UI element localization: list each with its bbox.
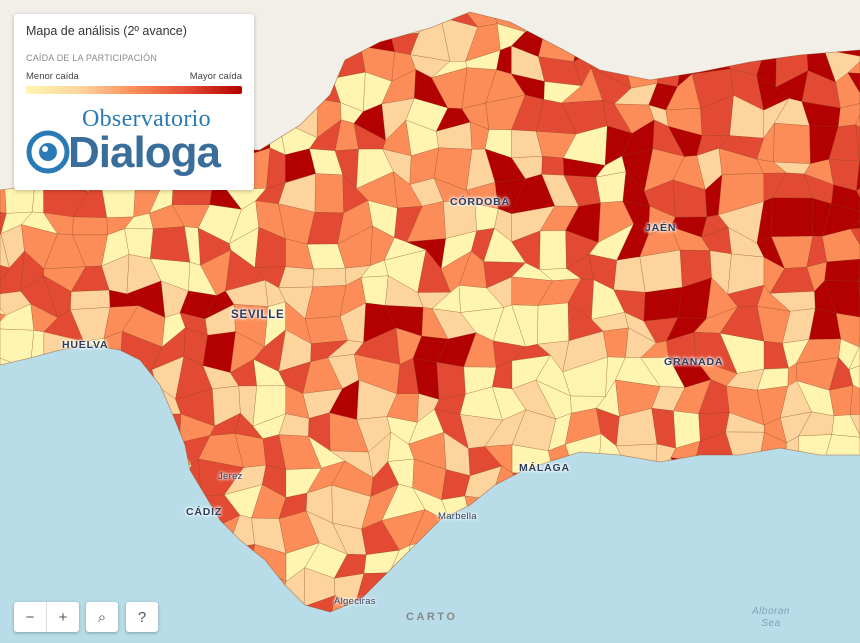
municipality-polygon[interactable] bbox=[835, 72, 860, 109]
city-label-malaga: MÁLAGA bbox=[519, 462, 570, 474]
legend-color-ramp bbox=[26, 86, 242, 94]
sea-label-line-2: Sea bbox=[761, 618, 781, 629]
municipality-polygon[interactable] bbox=[824, 258, 860, 282]
municipality-polygon[interactable] bbox=[773, 122, 811, 164]
municipality-polygon[interactable] bbox=[314, 173, 344, 214]
city-label-cordoba: CÓRDOBA bbox=[450, 196, 510, 208]
municipality-polygon[interactable] bbox=[848, 346, 860, 371]
help-control: ? bbox=[126, 602, 158, 632]
municipality-polygon[interactable] bbox=[124, 228, 154, 259]
help-button[interactable]: ? bbox=[137, 608, 147, 626]
municipality-polygon[interactable] bbox=[436, 362, 466, 400]
municipality-polygon[interactable] bbox=[537, 302, 570, 345]
legend-panel: Mapa de análisis (2º avance) CAÍDA DE LA… bbox=[14, 14, 254, 190]
city-label-jerez: Jerez bbox=[218, 471, 243, 482]
municipality-polygon[interactable] bbox=[602, 327, 629, 358]
municipality-polygon[interactable] bbox=[771, 197, 814, 237]
carto-attribution[interactable]: CARTO bbox=[406, 611, 458, 623]
municipality-polygon[interactable] bbox=[849, 413, 860, 443]
municipality-polygon[interactable] bbox=[202, 331, 236, 373]
municipality-polygon[interactable] bbox=[856, 160, 860, 192]
municipality-polygon[interactable] bbox=[643, 287, 683, 322]
municipality-polygon[interactable] bbox=[855, 124, 860, 162]
zoom-out-button[interactable]: − bbox=[25, 608, 35, 626]
city-label-algeciras: Algeciras bbox=[334, 596, 376, 607]
municipality-polygon[interactable] bbox=[72, 216, 108, 236]
city-label-huelva: HUELVA bbox=[62, 339, 109, 351]
municipality-polygon[interactable] bbox=[150, 226, 191, 263]
municipality-polygon[interactable] bbox=[824, 280, 860, 318]
municipality-polygon[interactable] bbox=[312, 267, 347, 288]
search-button[interactable]: ⌕ bbox=[97, 608, 107, 626]
eye-icon bbox=[26, 130, 70, 174]
municipality-polygon[interactable] bbox=[831, 414, 860, 438]
city-label-granada: GRANADA bbox=[664, 356, 724, 368]
city-label-jaen: JAÉN bbox=[645, 222, 677, 234]
municipality-polygon[interactable] bbox=[849, 384, 860, 416]
municipality-polygon[interactable] bbox=[70, 289, 111, 310]
search-control: ⌕ bbox=[86, 602, 118, 632]
municipality-polygon[interactable] bbox=[831, 184, 860, 214]
city-label-cadiz: CÁDIZ bbox=[186, 506, 223, 518]
logo-text-dialoga: Dialoga bbox=[68, 128, 221, 177]
legend-max-label: Mayor caída bbox=[189, 71, 242, 82]
sea-label: Alboran Sea bbox=[738, 606, 804, 630]
legend-min-label: Menor caída bbox=[26, 71, 79, 82]
sea-label-line-1: Alboran bbox=[752, 606, 790, 617]
municipality-polygon[interactable] bbox=[360, 275, 389, 306]
municipality-polygon[interactable] bbox=[595, 171, 627, 204]
zoom-control-divider bbox=[46, 602, 47, 632]
region-outline bbox=[0, 11, 860, 613]
municipality-polygon[interactable] bbox=[639, 249, 683, 293]
zoom-in-button[interactable]: + bbox=[58, 608, 68, 626]
logo-text-observatorio: Observatorio bbox=[82, 106, 211, 132]
legend-subtitle: CAÍDA DE LA PARTICIPACIÓN bbox=[26, 53, 158, 63]
zoom-control: − + bbox=[14, 602, 79, 632]
municipality-polygon[interactable] bbox=[0, 259, 10, 296]
observatorio-dialoga-logo: Observatorio Dialoga bbox=[26, 106, 242, 180]
legend-title: Mapa de análisis (2º avance) bbox=[26, 24, 187, 38]
municipality-polygon[interactable] bbox=[855, 101, 860, 140]
municipality-polygon[interactable] bbox=[848, 355, 860, 399]
municipality-polygon[interactable] bbox=[847, 52, 860, 75]
municipality-polygon[interactable] bbox=[821, 228, 860, 263]
city-label-marbella: Marbella bbox=[438, 511, 477, 522]
municipality-polygon[interactable] bbox=[539, 230, 567, 270]
city-label-seville: SEVILLE bbox=[231, 309, 285, 321]
municipality-polygon[interactable] bbox=[541, 155, 565, 176]
